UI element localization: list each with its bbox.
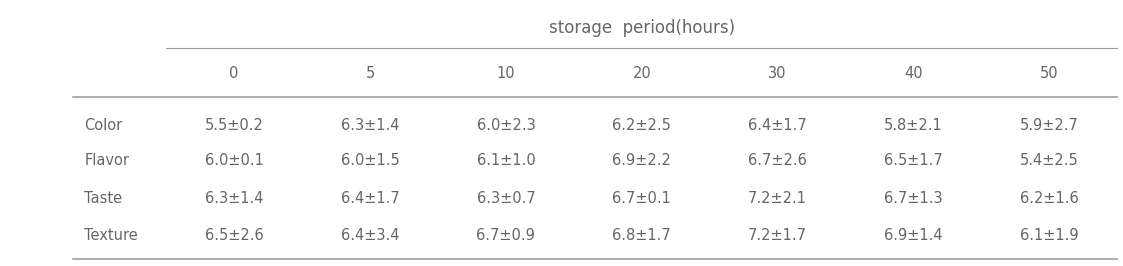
Text: 6.0±1.5: 6.0±1.5 [340, 153, 400, 168]
Text: 5.5±0.2: 5.5±0.2 [204, 118, 264, 132]
Text: 6.7±1.3: 6.7±1.3 [884, 191, 943, 206]
Text: 5: 5 [365, 66, 375, 81]
Text: 6.9±2.2: 6.9±2.2 [612, 153, 672, 168]
Text: 0: 0 [229, 66, 239, 81]
Text: 6.2±1.6: 6.2±1.6 [1020, 191, 1079, 206]
Text: 7.2±2.1: 7.2±2.1 [748, 191, 807, 206]
Text: 6.0±0.1: 6.0±0.1 [204, 153, 264, 168]
Text: 6.7±2.6: 6.7±2.6 [748, 153, 807, 168]
Text: 10: 10 [496, 66, 515, 81]
Text: 50: 50 [1040, 66, 1059, 81]
Text: 6.2±2.5: 6.2±2.5 [612, 118, 672, 132]
Text: 6.3±0.7: 6.3±0.7 [476, 191, 536, 206]
Text: Color: Color [84, 118, 122, 132]
Text: 30: 30 [768, 66, 787, 81]
Text: 5.8±2.1: 5.8±2.1 [884, 118, 943, 132]
Text: 7.2±1.7: 7.2±1.7 [748, 228, 807, 243]
Text: 6.3±1.4: 6.3±1.4 [204, 191, 264, 206]
Text: 5.9±2.7: 5.9±2.7 [1020, 118, 1079, 132]
Text: 6.9±1.4: 6.9±1.4 [884, 228, 943, 243]
Text: 6.4±1.7: 6.4±1.7 [748, 118, 807, 132]
Text: 40: 40 [904, 66, 923, 81]
Text: 6.1±1.9: 6.1±1.9 [1020, 228, 1079, 243]
Text: 6.3±1.4: 6.3±1.4 [340, 118, 400, 132]
Text: 6.5±1.7: 6.5±1.7 [884, 153, 943, 168]
Text: 6.5±2.6: 6.5±2.6 [204, 228, 264, 243]
Text: Taste: Taste [84, 191, 122, 206]
Text: Flavor: Flavor [84, 153, 129, 168]
Text: 6.7±0.9: 6.7±0.9 [476, 228, 536, 243]
Text: 6.0±2.3: 6.0±2.3 [476, 118, 536, 132]
Text: 5.4±2.5: 5.4±2.5 [1020, 153, 1079, 168]
Text: 6.8±1.7: 6.8±1.7 [612, 228, 672, 243]
Text: 6.1±1.0: 6.1±1.0 [476, 153, 536, 168]
Text: 6.4±1.7: 6.4±1.7 [340, 191, 400, 206]
Text: 20: 20 [632, 66, 651, 81]
Text: 6.4±3.4: 6.4±3.4 [340, 228, 400, 243]
Text: storage  period(hours): storage period(hours) [549, 19, 734, 37]
Text: 6.7±0.1: 6.7±0.1 [612, 191, 672, 206]
Text: Texture: Texture [84, 228, 138, 243]
